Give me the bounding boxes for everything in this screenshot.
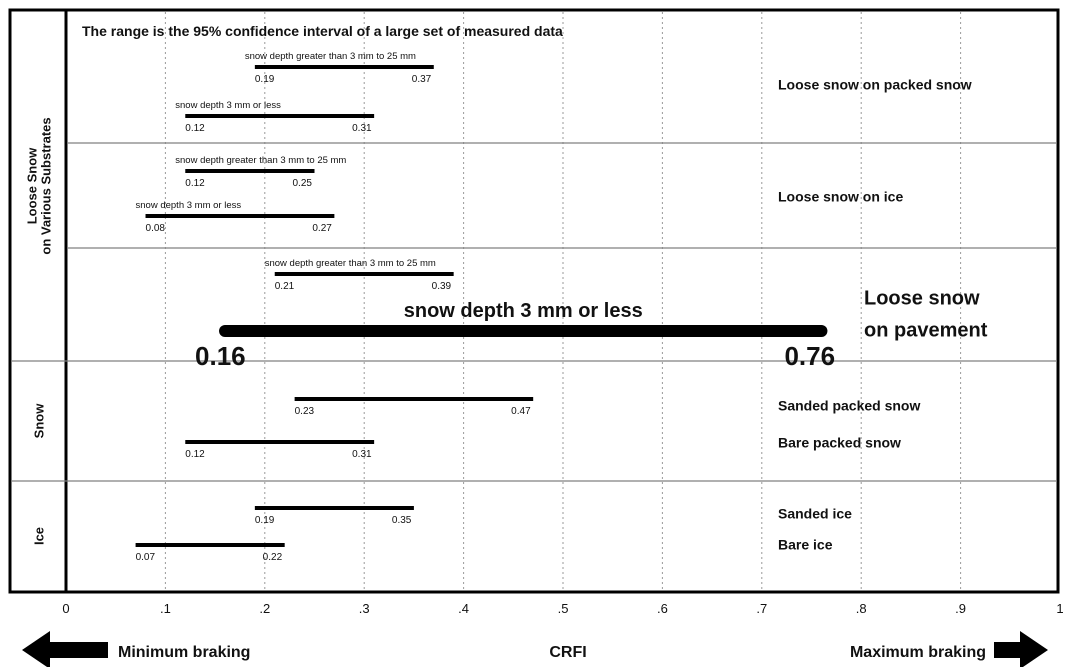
grid-lines bbox=[164, 12, 962, 590]
condition-label: Loose snow bbox=[864, 287, 980, 309]
group-labels: Loose Snow on Various Substrates Snow Ice bbox=[24, 117, 53, 545]
range-bars: snow depth greater than 3 mm to 25 mm 0.1… bbox=[136, 51, 836, 563]
condition-label: Sanded packed snow bbox=[778, 398, 920, 414]
condition-label: Sanded ice bbox=[778, 506, 852, 522]
range-high-value: 0.25 bbox=[293, 178, 313, 189]
section-dividers bbox=[12, 142, 1057, 482]
x-tick-label: .3 bbox=[359, 601, 370, 616]
x-tick-label: .1 bbox=[160, 601, 171, 616]
range-description: snow depth greater than 3 mm to 25 mm bbox=[265, 258, 436, 269]
range-high-value: 0.76 bbox=[784, 341, 835, 371]
range-description: snow depth 3 mm or less bbox=[175, 100, 281, 111]
range-high-value: 0.35 bbox=[392, 515, 412, 526]
range-low-value: 0.19 bbox=[255, 515, 275, 526]
range-high-value: 0.47 bbox=[511, 406, 531, 417]
x-tick-label: 1 bbox=[1056, 601, 1063, 616]
range-description: snow depth greater than 3 mm to 25 mm bbox=[175, 155, 346, 166]
x-tick-label: 0 bbox=[62, 601, 69, 616]
maximum-braking-indicator: Maximum braking bbox=[850, 631, 1048, 667]
right-arrow-icon bbox=[994, 631, 1048, 667]
group-label: on Various Substrates bbox=[38, 117, 53, 254]
group-label: Snow bbox=[31, 403, 46, 439]
range-low-value: 0.12 bbox=[185, 449, 205, 460]
range-low-value: 0.19 bbox=[255, 74, 275, 85]
range-description: snow depth greater than 3 mm to 25 mm bbox=[245, 51, 416, 62]
minimum-braking-indicator: Minimum braking bbox=[22, 631, 250, 667]
x-axis-label: CRFI bbox=[549, 644, 586, 661]
x-tick-label: .9 bbox=[955, 601, 966, 616]
range-high-value: 0.31 bbox=[352, 449, 372, 460]
range-low-value: 0.07 bbox=[136, 552, 156, 563]
range-high-value: 0.37 bbox=[412, 74, 432, 85]
x-tick-label: .8 bbox=[856, 601, 867, 616]
group-label: Loose Snow bbox=[24, 147, 39, 224]
range-high-value: 0.31 bbox=[352, 123, 372, 134]
right-arrow-label: Maximum braking bbox=[850, 644, 986, 661]
x-tick-label: .4 bbox=[458, 601, 469, 616]
range-low-value: 0.12 bbox=[185, 123, 205, 134]
x-tick-label: .5 bbox=[558, 601, 569, 616]
x-tick-label: .7 bbox=[756, 601, 767, 616]
range-low-value: 0.12 bbox=[185, 178, 205, 189]
left-arrow-label: Minimum braking bbox=[118, 644, 250, 661]
condition-label: Bare packed snow bbox=[778, 435, 901, 451]
range-low-value: 0.08 bbox=[146, 223, 166, 234]
condition-label: on pavement bbox=[864, 319, 988, 341]
range-low-value: 0.23 bbox=[295, 406, 315, 417]
range-low-value: 0.16 bbox=[195, 341, 246, 371]
left-arrow-icon bbox=[22, 631, 108, 667]
condition-label: Loose snow on packed snow bbox=[778, 77, 972, 93]
range-description: snow depth 3 mm or less bbox=[136, 200, 242, 211]
x-tick-label: .2 bbox=[259, 601, 270, 616]
condition-label: Bare ice bbox=[778, 537, 833, 553]
condition-labels: Loose snow on packed snow Loose snow on i… bbox=[778, 77, 988, 553]
range-description: snow depth 3 mm or less bbox=[404, 300, 643, 322]
chart-frame bbox=[8, 8, 1060, 594]
range-high-value: 0.27 bbox=[312, 223, 332, 234]
x-tick-label: .6 bbox=[657, 601, 668, 616]
condition-label: Loose snow on ice bbox=[778, 189, 903, 205]
chart-title: The range is the 95% confidence interval… bbox=[82, 23, 563, 39]
range-high-value: 0.39 bbox=[432, 281, 452, 292]
x-axis-ticks: 0 .1 .2 .3 .4 .5 .6 .7 .8 .9 1 bbox=[62, 601, 1063, 616]
range-low-value: 0.21 bbox=[275, 281, 295, 292]
range-high-value: 0.22 bbox=[263, 552, 283, 563]
group-label: Ice bbox=[31, 527, 46, 545]
